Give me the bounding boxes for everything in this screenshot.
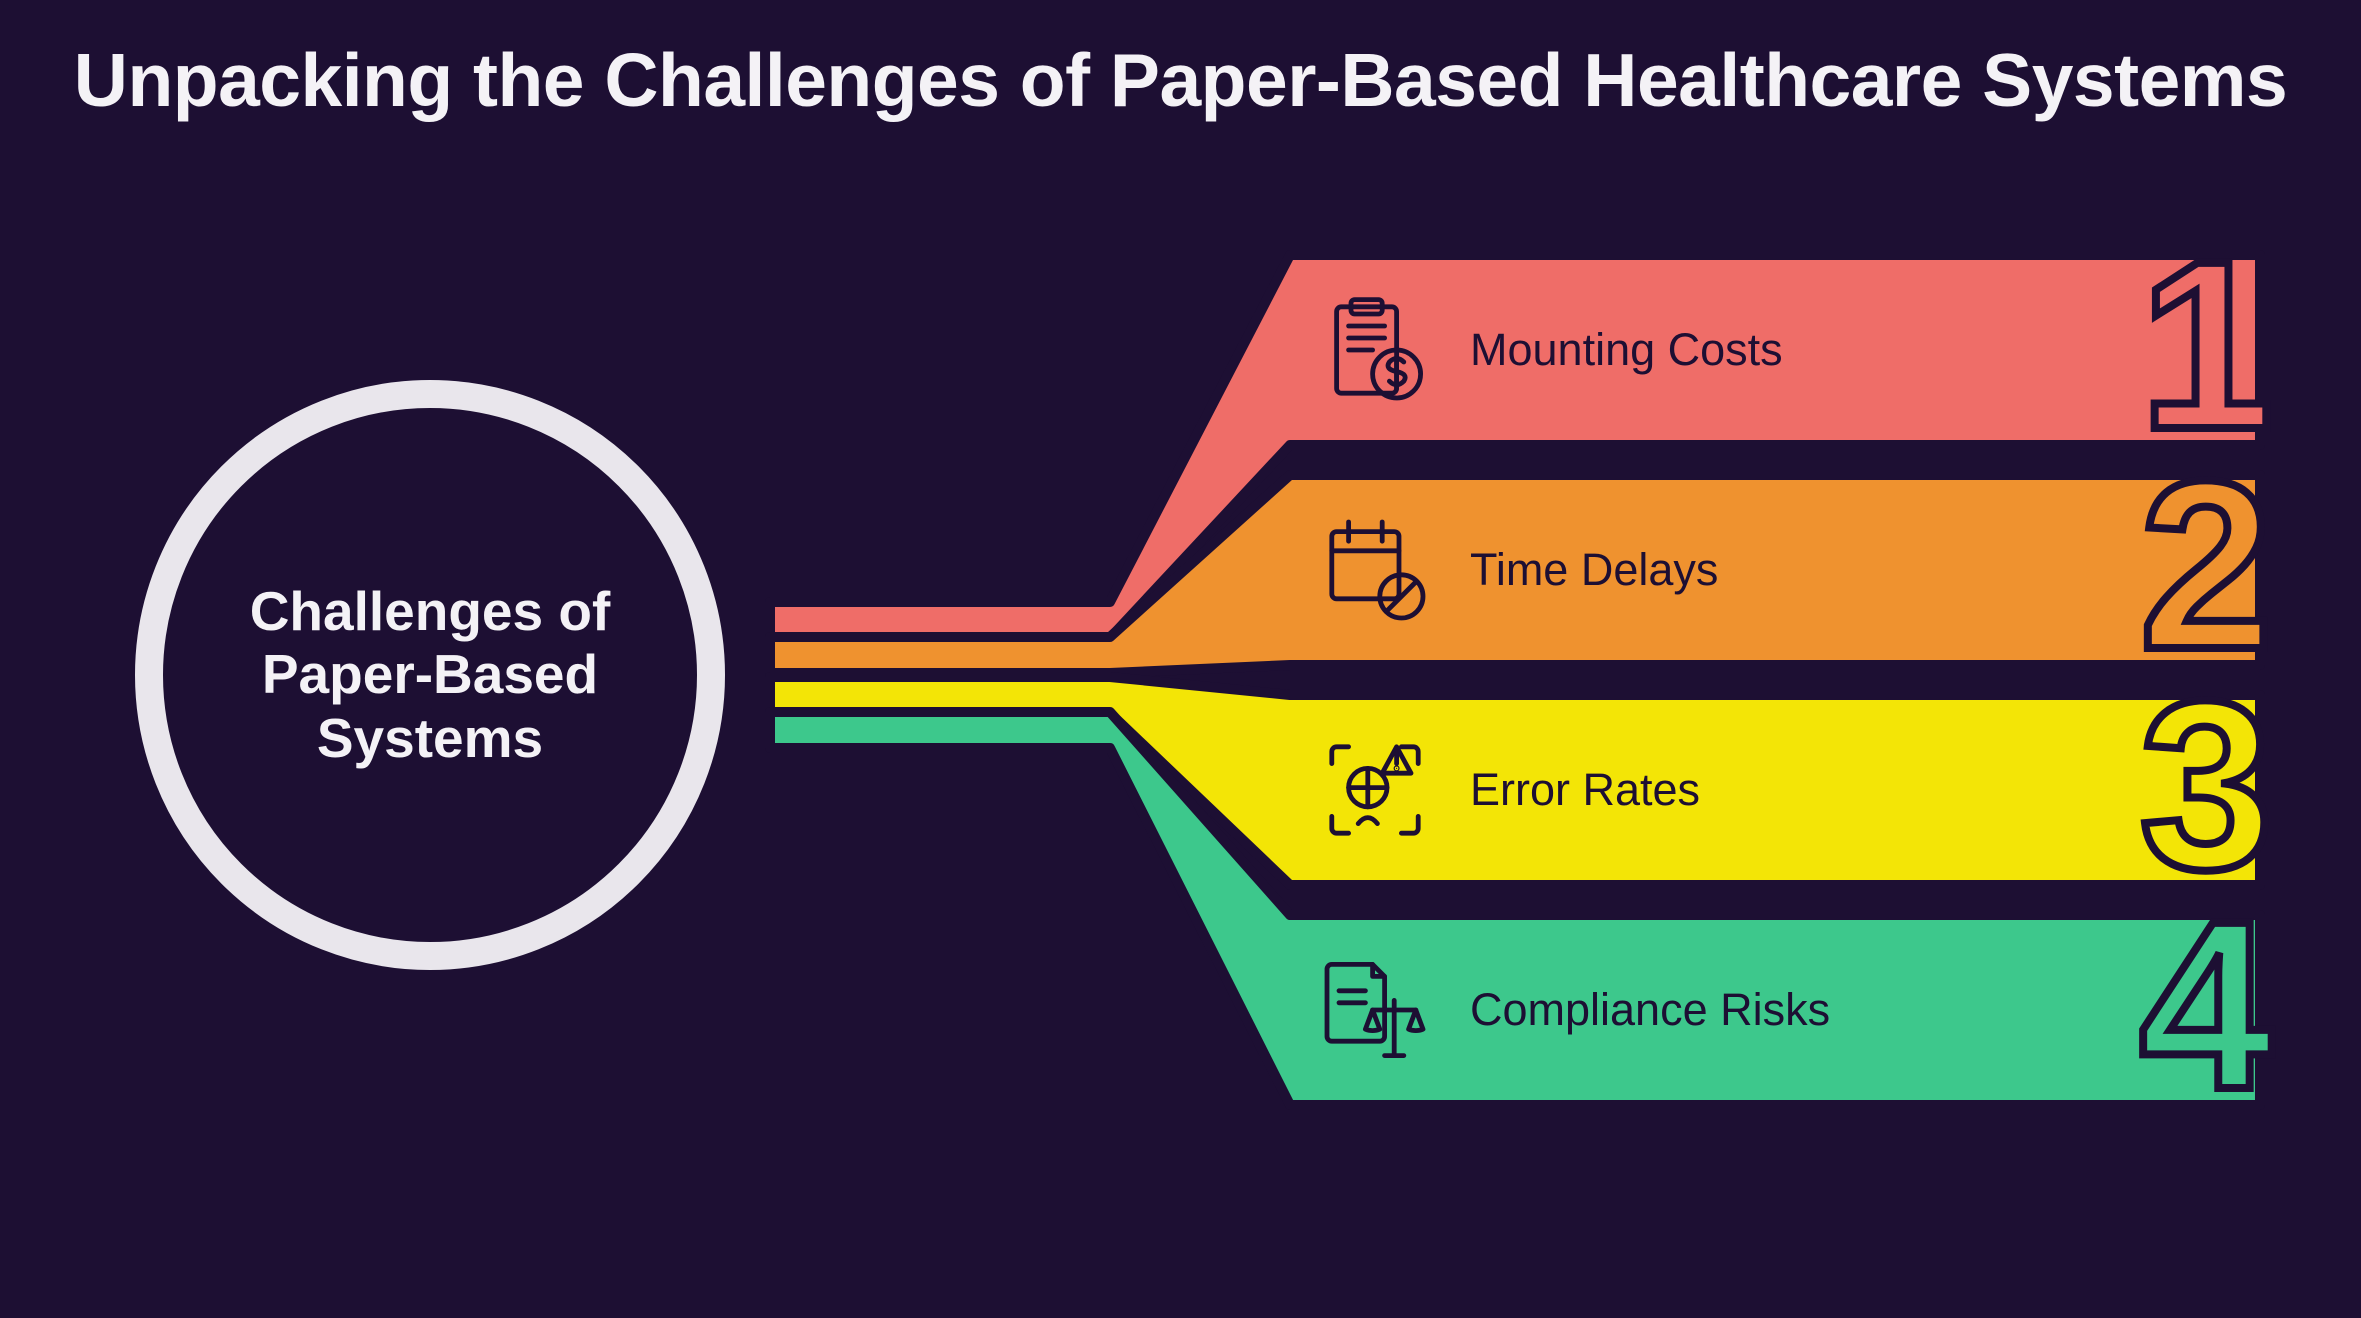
- item-band-3: Error Rates 3: [1290, 695, 2260, 885]
- item-label: Time Delays: [1470, 544, 1718, 596]
- item-number: 2: [2140, 445, 2265, 685]
- item-band-2: Time Delays 2: [1290, 475, 2260, 665]
- item-band-4: Compliance Risks 4: [1290, 915, 2260, 1105]
- item-number: 1: [2140, 225, 2265, 465]
- document-scale-icon: [1310, 945, 1440, 1075]
- calendar-block-icon: [1310, 505, 1440, 635]
- clipboard-dollar-icon: [1310, 285, 1440, 415]
- item-number: 4: [2140, 885, 2265, 1125]
- item-label: Mounting Costs: [1470, 324, 1783, 376]
- hub-label: Challenges of Paper-Based Systems: [163, 580, 697, 770]
- item-label: Compliance Risks: [1470, 984, 1830, 1036]
- scan-error-icon: [1310, 725, 1440, 855]
- item-label: Error Rates: [1470, 764, 1700, 816]
- item-number: 3: [2140, 665, 2265, 905]
- hub-circle: Challenges of Paper-Based Systems: [135, 380, 725, 970]
- item-band-1: Mounting Costs 1: [1290, 255, 2260, 445]
